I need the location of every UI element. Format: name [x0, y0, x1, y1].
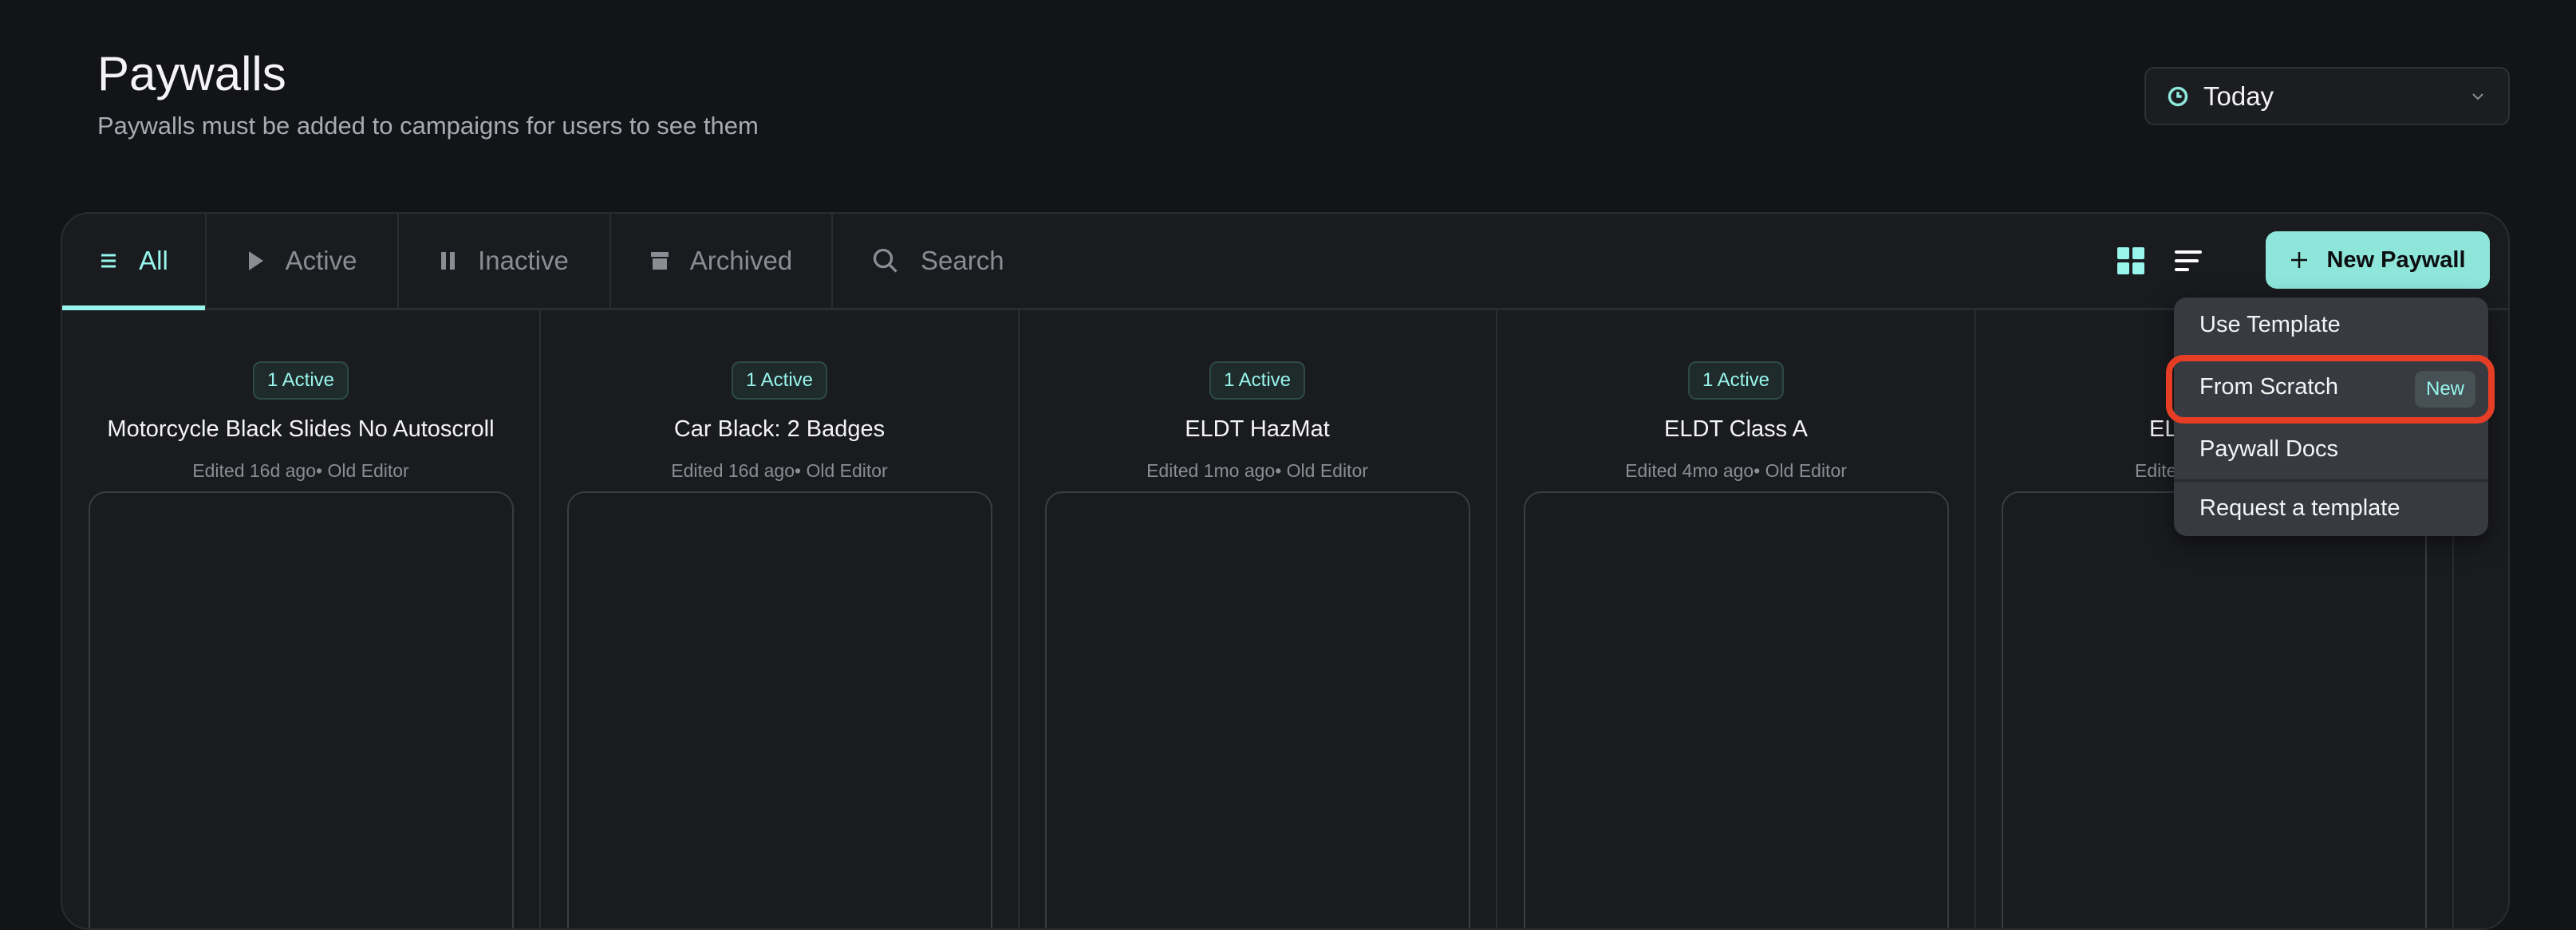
status-badge: 1 Active — [252, 361, 349, 400]
card-preview[interactable] — [89, 491, 514, 928]
search-input[interactable]: Search — [833, 214, 1004, 308]
menu-item-use-template[interactable]: Use Template — [2199, 312, 2341, 337]
status-badge: 1 Active — [1687, 361, 1785, 400]
new-paywall-label: New Paywall — [2326, 246, 2466, 273]
list-icon — [101, 254, 116, 268]
grid-view-button[interactable] — [2117, 247, 2144, 278]
archive-icon — [650, 252, 669, 270]
tab-all[interactable]: All — [62, 214, 207, 310]
card-subtitle: Edited 4mo ago• Old Editor — [1625, 460, 1847, 481]
new-paywall-button[interactable]: New Paywall — [2266, 231, 2490, 289]
date-filter-value: Today — [2203, 81, 2274, 111]
card-title: EL — [2149, 416, 2178, 442]
menu-item-paywall-docs[interactable]: Paywall Docs — [2199, 436, 2339, 462]
status-badge: 1 Active — [1209, 361, 1306, 400]
menu-item-from-scratch[interactable]: From Scratch — [2199, 374, 2339, 400]
card-title: ELDT HazMat — [1185, 416, 1330, 442]
tab-label: Archived — [689, 246, 793, 275]
paywall-card[interactable]: 1 Active ELDT HazMat Edited 1mo ago• Old… — [1019, 310, 1497, 928]
card-title: ELDT Class A — [1664, 416, 1808, 442]
tab-archived[interactable]: Archived — [611, 214, 833, 308]
tab-active[interactable]: Active — [207, 214, 399, 308]
tab-bar: All Active Inactive Archived Search New … — [62, 214, 2508, 310]
card-title: Car Black: 2 Badges — [673, 416, 886, 442]
paywalls-panel: All Active Inactive Archived Search New … — [61, 212, 2510, 930]
grid-icon — [2117, 247, 2144, 274]
search-placeholder: Search — [921, 246, 1004, 275]
card-preview[interactable] — [567, 491, 992, 928]
page-title: Paywalls — [97, 47, 286, 100]
paywall-card[interactable]: 1 Active Car Black: 2 Badges Edited 16d … — [541, 310, 1020, 928]
menu-divider — [2174, 479, 2488, 482]
pause-icon — [441, 252, 456, 270]
menu-item-request-template[interactable]: Request a template — [2199, 495, 2400, 521]
new-paywall-menu: Use Template From Scratch New Paywall Do… — [2174, 298, 2488, 536]
sort-lines-icon — [2175, 250, 2202, 271]
paywall-card[interactable]: 1 Active ELDT Class A Edited 4mo ago• Ol… — [1497, 310, 1976, 928]
tab-label: All — [139, 246, 168, 275]
paywall-card[interactable]: 1 Active Motorcycle Black Slides No Auto… — [62, 310, 541, 928]
card-preview[interactable] — [2002, 491, 2427, 928]
card-preview[interactable] — [1524, 491, 1949, 928]
highlight-annotation — [2166, 355, 2495, 424]
card-subtitle: Edited 16d ago• Old Editor — [192, 460, 409, 481]
plus-icon — [2291, 252, 2308, 268]
card-subtitle: Edited 16d ago• Old Editor — [671, 460, 888, 481]
clock-icon — [2168, 86, 2188, 106]
new-badge: New — [2414, 371, 2475, 408]
tab-label: Inactive — [478, 246, 569, 275]
status-badge: 1 Active — [731, 361, 828, 400]
card-title: Motorcycle Black Slides No Autoscroll — [107, 416, 495, 442]
card-preview[interactable] — [1045, 491, 1470, 928]
date-filter-dropdown[interactable]: Today — [2144, 67, 2510, 125]
tab-inactive[interactable]: Inactive — [399, 214, 611, 308]
card-subtitle: Edited 1mo ago• Old Editor — [1146, 460, 1368, 481]
chevron-down-icon — [2472, 93, 2483, 100]
search-icon — [873, 248, 897, 273]
tab-label: Active — [285, 246, 357, 275]
play-icon — [248, 251, 263, 270]
page-subtitle: Paywalls must be added to campaigns for … — [97, 112, 759, 140]
list-view-button[interactable] — [2175, 249, 2202, 277]
